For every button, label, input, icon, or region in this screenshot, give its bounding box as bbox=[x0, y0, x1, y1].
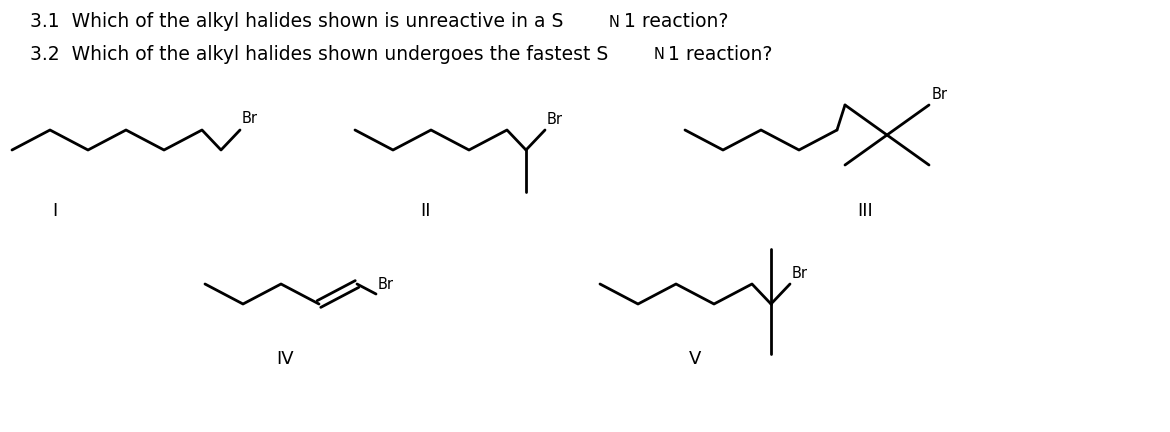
Text: N: N bbox=[654, 47, 665, 62]
Text: 1 reaction?: 1 reaction? bbox=[668, 44, 773, 64]
Text: Br: Br bbox=[242, 111, 259, 126]
Text: V: V bbox=[689, 350, 701, 368]
Text: III: III bbox=[858, 202, 873, 220]
Text: 3.2  Which of the alkyl halides shown undergoes the fastest S: 3.2 Which of the alkyl halides shown und… bbox=[30, 44, 608, 64]
Text: IV: IV bbox=[276, 350, 294, 368]
Text: II: II bbox=[420, 202, 431, 220]
Text: Br: Br bbox=[548, 112, 563, 127]
Text: I: I bbox=[53, 202, 57, 220]
Text: Br: Br bbox=[792, 266, 808, 281]
Text: 3.1  Which of the alkyl halides shown is unreactive in a S: 3.1 Which of the alkyl halides shown is … bbox=[30, 12, 564, 31]
Text: 1 reaction?: 1 reaction? bbox=[624, 12, 728, 31]
Text: Br: Br bbox=[932, 87, 948, 102]
Text: N: N bbox=[608, 15, 619, 29]
Text: Br: Br bbox=[378, 277, 394, 292]
